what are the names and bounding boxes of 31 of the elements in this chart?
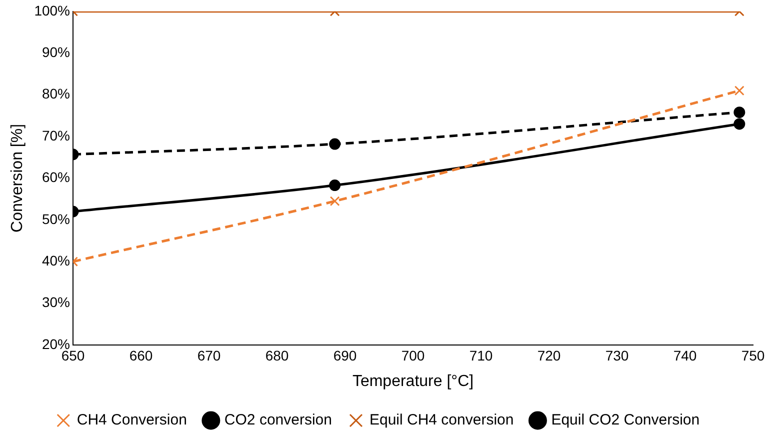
point [734,106,746,118]
x-tick-label: 680 [265,347,289,364]
x-tick-label: 740 [673,347,697,364]
legend-label: Equil CO2 Conversion [551,412,700,429]
y-tick-label: 20% [42,336,70,352]
y-tick-label: 30% [42,294,70,310]
x-tick-label: 730 [605,347,629,364]
point [330,196,340,206]
legend-label: CO2 conversion [224,412,332,429]
point [329,138,341,150]
point [734,86,744,96]
y-tick-label: 90% [42,44,70,60]
legend-label: Equil CH4 conversion [369,412,514,429]
x-tick-label: 720 [537,347,561,364]
y-tick-label: 60% [42,169,70,186]
y-tick-label: 40% [42,252,70,268]
y-axis-title: Conversion [%] [9,124,26,232]
x-tick-label: 700 [401,347,425,364]
x-tick-label: 710 [469,347,493,364]
y-tick-label: 50% [42,210,70,227]
x-tick-label: 690 [333,347,357,364]
y-tick-label: 70% [42,127,70,144]
x-tick-label: 750 [741,347,765,364]
legend-label: CH4 Conversion [76,412,187,429]
point [329,180,341,192]
y-tick-label: 100% [34,2,70,18]
x-axis-title: Temperature [°C] [352,372,474,390]
point [734,118,746,130]
y-tick-label: 80% [42,86,70,102]
x-tick-label: 670 [197,347,221,364]
x-tick-label: 660 [129,347,153,364]
